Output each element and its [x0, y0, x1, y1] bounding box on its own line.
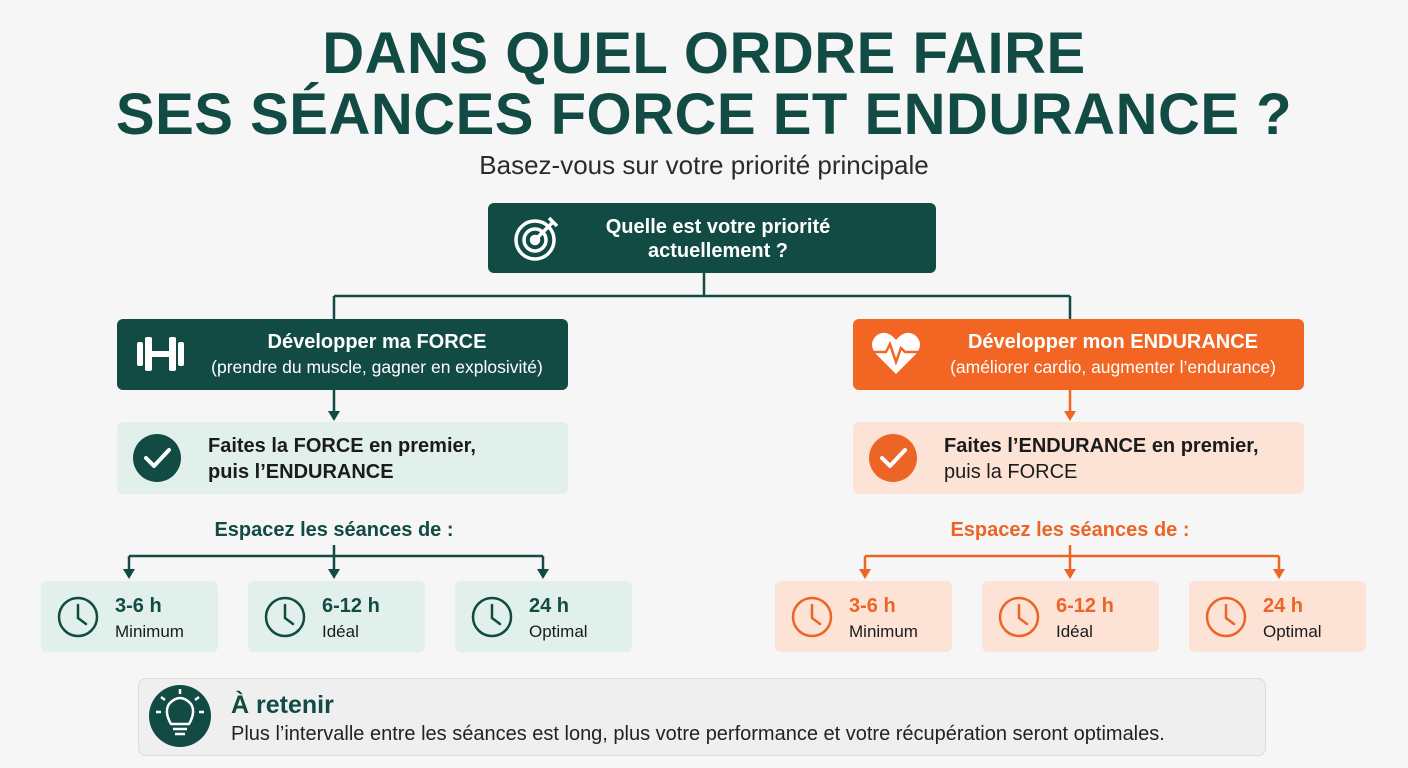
interval-time: 3-6 h [115, 595, 162, 617]
takeaway-box: À retenir Plus l’intervalle entre les sé… [138, 678, 1266, 756]
interval-label: Idéal [1056, 622, 1093, 641]
interval-box: 24 h Optimal [455, 581, 632, 652]
advice-line: puis la FORCE [944, 461, 1078, 483]
choice-detail: (améliorer cardio, augmenter l’endurance… [950, 357, 1276, 377]
question-box: Quelle est votre priorité actuellement ? [488, 203, 936, 273]
takeaway-text: Plus l’intervalle entre les séances est … [231, 723, 1165, 745]
interval-time: 6-12 h [322, 595, 380, 617]
question-line: Quelle est votre priorité [605, 216, 831, 238]
question-line: actuellement ? [647, 240, 789, 262]
spacing-arrow-head [328, 569, 340, 579]
choice-arrow-head [1064, 411, 1076, 421]
spacing-arrow-head [859, 569, 871, 579]
title-line: SES SÉANCES FORCE ET ENDURANCE ? [115, 82, 1293, 147]
interval-time: 24 h [529, 595, 570, 617]
choice-heading: Développer ma FORCE [267, 331, 487, 353]
interval-box: 6-12 h Idéal [248, 581, 425, 652]
advice-line: Faites l’ENDURANCE en premier, [944, 435, 1259, 457]
interval-box: 6-12 h Idéal [982, 581, 1159, 652]
interval-box: 24 h Optimal [1189, 581, 1366, 652]
advice-line: Faites la FORCE en premier, [208, 435, 476, 457]
interval-label: Minimum [115, 622, 184, 641]
choice-arrow-head [328, 411, 340, 421]
interval-label: Minimum [849, 622, 918, 641]
choice-detail: (prendre du muscle, gagner en explosivit… [211, 357, 543, 377]
question-connector [332, 273, 1072, 319]
title-line: DANS QUEL ORDRE FAIRE [322, 21, 1086, 86]
interval-box: 3-6 h Minimum [775, 581, 952, 652]
spacing-arrow-head [1273, 569, 1285, 579]
interval-time: 6-12 h [1056, 595, 1114, 617]
spacing-label: Espacez les séances de : [214, 519, 454, 541]
interval-label: Idéal [322, 622, 359, 641]
spacing-arrow-head [1064, 569, 1076, 579]
interval-time: 3-6 h [849, 595, 896, 617]
choice-box: Développer ma FORCE (prendre du muscle, g… [117, 319, 568, 390]
question-text: Quelle est votre priorité actuellement ? [548, 215, 888, 263]
interval-label: Optimal [529, 622, 588, 641]
spacing-arrow-head [537, 569, 549, 579]
spacing-label: Espacez les séances de : [950, 519, 1190, 541]
spacing-arrow-head [123, 569, 135, 579]
interval-box: 3-6 h Minimum [41, 581, 218, 652]
interval-label: Optimal [1263, 622, 1322, 641]
advice-line: puis l’ENDURANCE [208, 461, 394, 483]
subtitle: Basez-vous sur votre priorité principale [479, 150, 929, 180]
interval-time: 24 h [1263, 595, 1304, 617]
choice-heading: Développer mon ENDURANCE [967, 331, 1259, 353]
advice-box: Faites l’ENDURANCE en premier, puis la FO… [853, 422, 1304, 494]
takeaway-title: À retenir [231, 691, 334, 719]
choice-box: Développer mon ENDURANCE (améliorer cardi… [853, 319, 1304, 390]
advice-box: Faites la FORCE en premier, puis l’ENDURA… [117, 422, 568, 494]
